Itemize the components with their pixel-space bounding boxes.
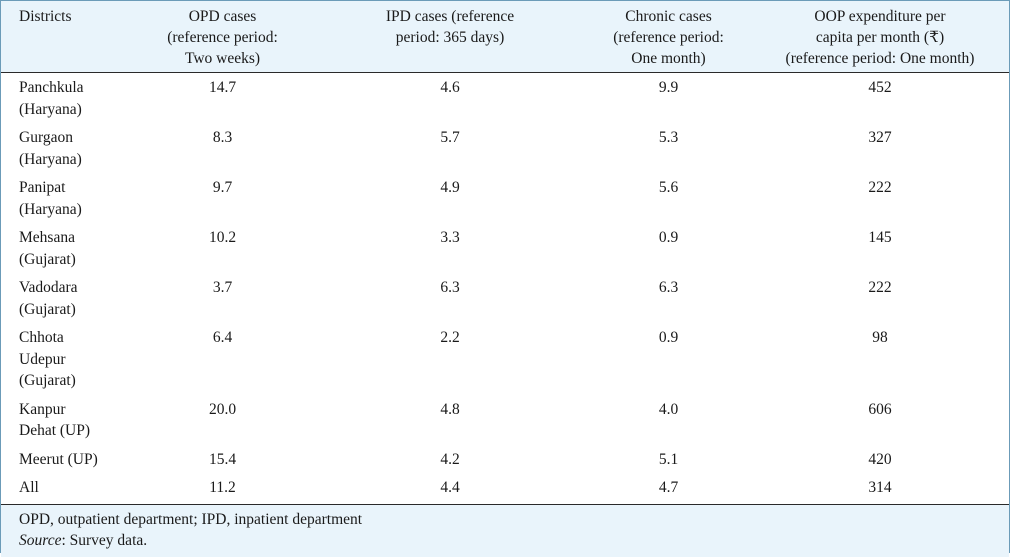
district-line: Dehat (UP) (19, 422, 91, 439)
opd-value-cell: 20.0 (208, 400, 237, 418)
ipd-value-cell: 3.3 (440, 229, 460, 246)
oop-value-cell: 222 (868, 279, 892, 296)
ipd-value-cell: 5.7 (440, 129, 460, 146)
header-opd-cases: OPD cases (reference period: Two weeks) (131, 1, 314, 73)
table-row: Kanpur Dehat (UP) 20.0 4.8 4.0 606 (1, 392, 1009, 442)
oop-value-cell: 98 (872, 329, 888, 346)
oop-value-cell: 606 (868, 400, 892, 418)
oop-value-cell: 145 (868, 229, 892, 246)
district-line: Panipat (19, 179, 66, 196)
header-chronic-cases: Chronic cases (reference period: One month… (586, 1, 751, 73)
header-line: Two weeks) (184, 50, 261, 67)
district-line: Mehsana (19, 229, 75, 246)
source-label: Source (19, 531, 62, 549)
chronic-value-cell: 0.9 (658, 329, 679, 346)
opd-value-cell: 9.7 (212, 179, 233, 196)
district-cell: Kanpur Dehat (UP) (1, 392, 131, 442)
table-footnote: OPD, outpatient department; IPD, inpatie… (1, 504, 1009, 557)
table-body: Panchkula (Haryana) 14.7 4.6 9.9 452 Gurgaon (H… (1, 73, 1009, 505)
district-line: (Haryana) (19, 200, 82, 218)
district-cell: Vadodara (Gujarat) (1, 270, 131, 320)
table-row: Gurgaon (Haryana) 8.3 5.7 5.3 327 (1, 120, 1009, 170)
opd-value-cell: 14.7 (208, 79, 237, 96)
abbreviations-note: OPD, outpatient department; IPD, inpatie… (19, 510, 363, 528)
table-row: Vadodara (Gujarat) 3.7 6.3 6.3 222 (1, 270, 1009, 320)
opd-value-cell: 8.3 (212, 129, 233, 146)
district-line: Chhota (19, 329, 64, 346)
district-cell: Panchkula (Haryana) (1, 73, 131, 121)
ipd-value-cell: 6.3 (440, 279, 460, 296)
header-line: OOP expenditure per (814, 8, 946, 25)
district-line: Panchkula (19, 79, 84, 96)
district-line: Udepur (19, 350, 66, 368)
chronic-value-cell: 9.9 (658, 79, 679, 96)
header-line: capita per month (₹) (815, 29, 945, 46)
header-line: (reference period: (613, 29, 724, 46)
district-cell: Chhota Udepur (Gujarat) (1, 320, 131, 392)
chronic-value-cell: 0.9 (658, 229, 679, 246)
header-line: One month) (631, 50, 706, 67)
district-line: (Haryana) (19, 150, 82, 168)
ipd-value-cell: 4.8 (440, 400, 460, 418)
source-text: : Survey data. (61, 531, 148, 549)
oop-value-cell: 314 (751, 470, 1009, 505)
district-cell: Meerut (UP) (1, 442, 131, 471)
chronic-value-cell: 5.3 (658, 129, 679, 146)
header-line: OPD cases (188, 8, 257, 25)
table-row: Meerut (UP) 15.4 4.2 5.1 420 (1, 442, 1009, 471)
table-row: Chhota Udepur (Gujarat) 6.4 2.2 0.9 98 (1, 320, 1009, 392)
district-cell: All (1, 470, 131, 505)
ipd-value-cell: 4.2 (440, 450, 460, 468)
table-row: Panipat (Haryana) 9.7 4.9 5.6 222 (1, 170, 1009, 220)
district-cell: Panipat (Haryana) (1, 170, 131, 220)
header-line: (reference period: (167, 29, 278, 46)
chronic-value-cell: 4.7 (586, 470, 751, 505)
district-line: Meerut (UP) (19, 450, 98, 468)
oop-value-cell: 327 (868, 129, 892, 146)
chronic-value-cell: 5.1 (658, 450, 679, 468)
source-note: Source: Survey data. (19, 530, 1009, 551)
ipd-value-cell: 4.9 (440, 179, 460, 196)
oop-value-cell: 222 (868, 179, 892, 196)
header-line: IPD cases (reference (385, 8, 515, 25)
district-cases-table: Districts OPD cases (reference period: Two… (1, 1, 1009, 505)
district-line: All (19, 479, 39, 496)
table-header-row: Districts OPD cases (reference period: Two… (1, 1, 1009, 73)
oop-value-cell: 452 (868, 79, 892, 96)
district-cell: Mehsana (Gujarat) (1, 220, 131, 270)
header-line: period: 365 days) (395, 29, 505, 46)
table-row: Mehsana (Gujarat) 10.2 3.3 0.9 145 (1, 220, 1009, 270)
header-ipd-cases: IPD cases (reference period: 365 days) (314, 1, 586, 73)
chronic-value-cell: 5.6 (658, 179, 679, 196)
ipd-value-cell: 4.6 (440, 79, 460, 96)
opd-value-cell: 3.7 (212, 279, 233, 296)
table-row: Panchkula (Haryana) 14.7 4.6 9.9 452 (1, 73, 1009, 121)
opd-value-cell: 6.4 (212, 329, 233, 346)
chronic-value-cell: 4.0 (658, 400, 679, 418)
district-line: (Gujarat) (19, 300, 76, 318)
district-line: Vadodara (19, 279, 78, 296)
ipd-value-cell: 2.2 (440, 329, 460, 346)
district-line: Gurgaon (19, 129, 73, 146)
header-oop-expenditure: OOP expenditure per capita per month (₹) (… (751, 1, 1009, 73)
chronic-value-cell: 6.3 (658, 279, 679, 296)
opd-value-cell: 15.4 (208, 450, 237, 468)
table-row: All 11.2 4.4 4.7 314 (1, 470, 1009, 505)
header-districts: Districts (1, 1, 131, 73)
oop-value-cell: 420 (868, 450, 892, 468)
district-line: (Haryana) (19, 100, 82, 118)
district-line: (Gujarat) (19, 250, 76, 268)
district-cell: Gurgaon (Haryana) (1, 120, 131, 170)
header-line: Districts (19, 8, 72, 25)
header-line: (reference period: One month) (785, 50, 975, 67)
district-line: (Gujarat) (19, 372, 76, 389)
opd-value-cell: 10.2 (208, 229, 237, 246)
header-line: Chronic cases (625, 8, 712, 25)
ipd-value-cell: 4.4 (314, 470, 586, 505)
district-line: Kanpur (19, 400, 66, 418)
opd-value-cell: 11.2 (131, 470, 314, 505)
